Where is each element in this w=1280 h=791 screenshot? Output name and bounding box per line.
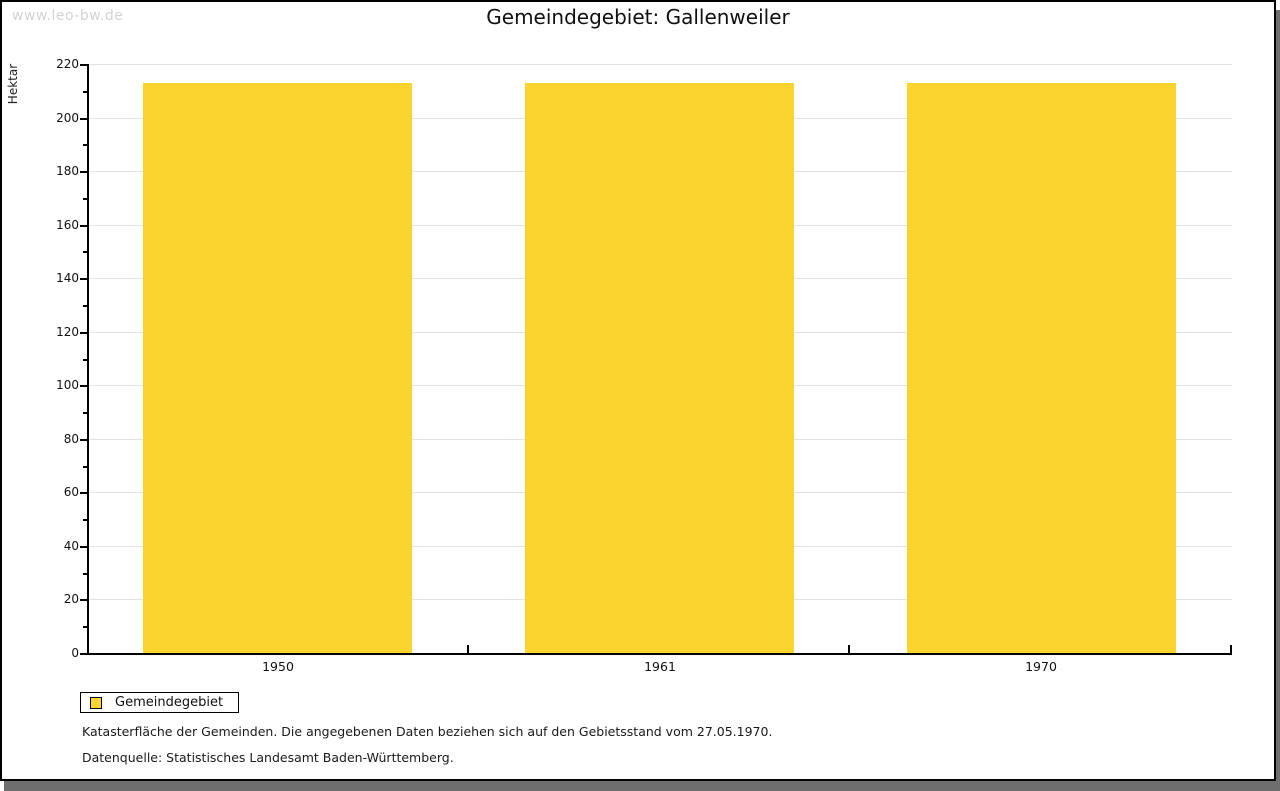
bar	[907, 83, 1176, 653]
watermark: www.leo-bw.de	[12, 8, 124, 24]
y-axis-minor-tick	[83, 144, 87, 146]
y-axis-major-tick	[80, 171, 87, 173]
y-axis-minor-tick	[83, 519, 87, 521]
y-axis-major-tick	[80, 439, 87, 441]
y-axis-tick-label: 0	[71, 646, 79, 660]
legend: Gemeindegebiet	[80, 692, 240, 713]
x-axis-tick	[1230, 645, 1232, 653]
y-axis-major-tick	[80, 653, 87, 655]
y-axis-major-tick	[80, 385, 87, 387]
footer-note-source-data: Katasterfläche der Gemeinden. Die angege…	[82, 724, 773, 739]
y-axis-major-tick	[80, 599, 87, 601]
y-axis-title: Hektar	[6, 63, 20, 105]
y-axis-tick-label: 120	[56, 325, 79, 339]
footer-note-data-source: Datenquelle: Statistisches Landesamt Bad…	[82, 750, 454, 765]
y-axis-tick-label: 140	[56, 271, 79, 285]
y-axis-minor-tick	[83, 251, 87, 253]
chart-title: Gemeindegebiet: Gallenweiler	[486, 5, 790, 29]
y-axis-tick-label: 60	[63, 485, 79, 499]
bar	[525, 83, 794, 653]
legend-label: Gemeindegebiet	[115, 695, 224, 710]
y-axis-minor-tick	[83, 91, 87, 93]
y-axis-tick-label: 200	[56, 111, 79, 125]
y-axis-minor-tick	[83, 305, 87, 307]
y-axis-tick-label: 180	[56, 164, 79, 178]
y-axis-major-tick	[80, 492, 87, 494]
y-axis-tick-label: 80	[63, 432, 79, 446]
y-axis-major-tick	[80, 225, 87, 227]
y-axis-major-tick	[80, 332, 87, 334]
x-axis-category-label: 1970	[1025, 659, 1057, 674]
x-axis-category-label: 1950	[262, 659, 294, 674]
y-axis-line	[87, 64, 89, 655]
bar	[143, 83, 412, 653]
y-axis-tick-label: 20	[63, 592, 79, 606]
y-axis-major-tick	[80, 546, 87, 548]
y-axis-minor-tick	[83, 466, 87, 468]
y-axis-tick-label: 220	[56, 57, 79, 71]
y-axis-major-tick	[80, 64, 87, 66]
y-axis-minor-tick	[83, 359, 87, 361]
y-axis-major-tick	[80, 278, 87, 280]
x-axis-tick	[848, 645, 850, 653]
y-axis-minor-tick	[83, 626, 87, 628]
y-axis-tick-label: 100	[56, 378, 79, 392]
gridline	[89, 64, 1232, 65]
y-axis-tick-label: 40	[63, 539, 79, 553]
y-axis-tick-label: 160	[56, 218, 79, 232]
y-axis-major-tick	[80, 118, 87, 120]
x-axis-tick	[467, 645, 469, 653]
x-axis-category-label: 1961	[644, 659, 676, 674]
y-axis-minor-tick	[83, 573, 87, 575]
y-axis-minor-tick	[83, 412, 87, 414]
x-axis-line	[87, 653, 1232, 655]
y-axis-minor-tick	[83, 198, 87, 200]
legend-swatch-icon	[90, 696, 102, 709]
